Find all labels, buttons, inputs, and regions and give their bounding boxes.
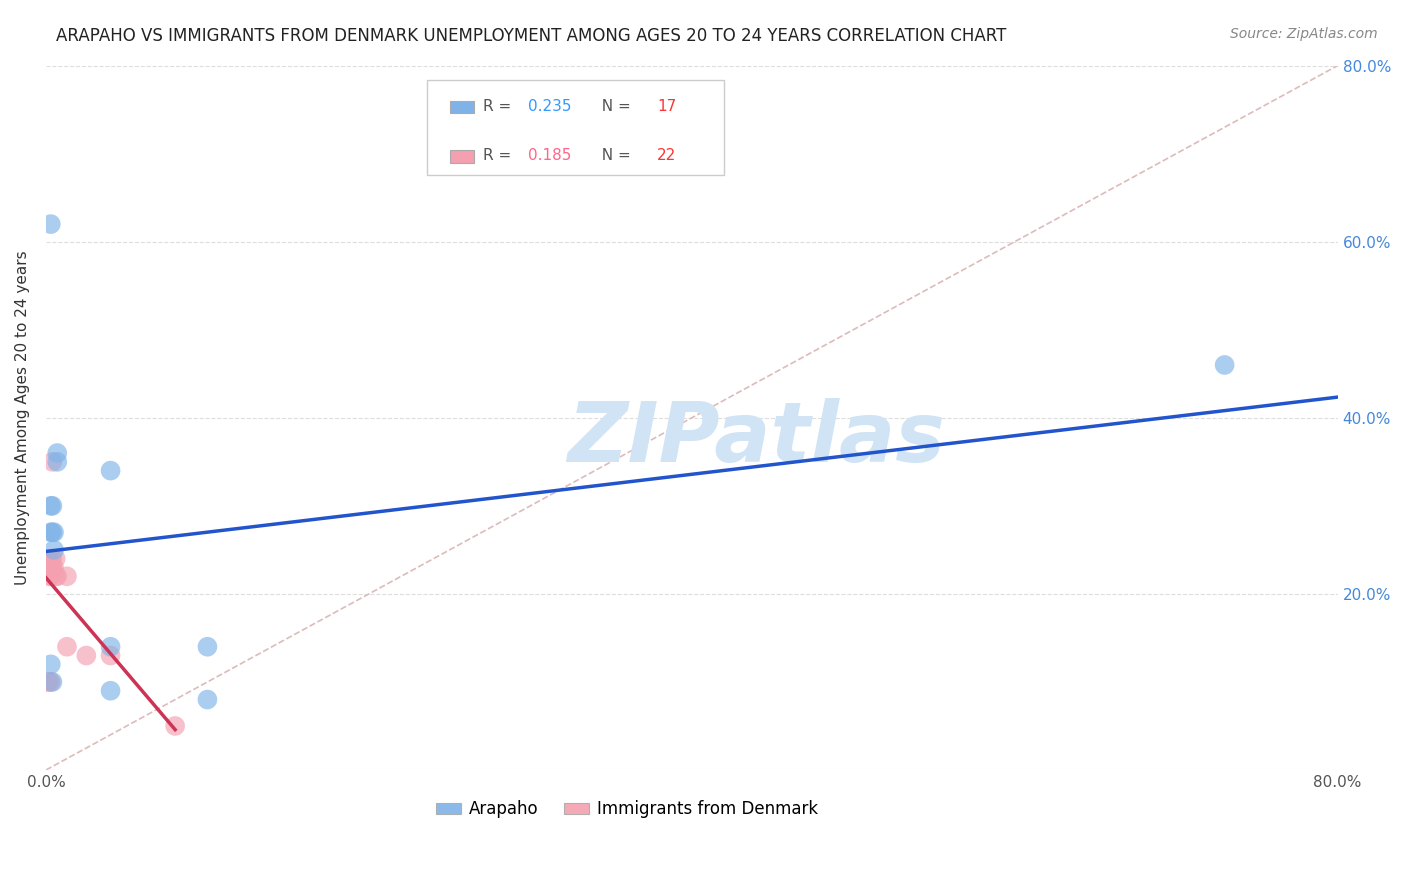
Point <box>100 464 122 478</box>
Point <box>42 542 65 557</box>
Text: 0.185: 0.185 <box>527 148 571 163</box>
Text: 17: 17 <box>657 99 676 114</box>
Text: R =: R = <box>482 148 516 163</box>
Point <box>39 551 62 566</box>
Point <box>45 569 67 583</box>
Point <box>56 569 79 583</box>
Point <box>100 640 122 654</box>
Point <box>38 551 60 566</box>
FancyBboxPatch shape <box>427 79 724 175</box>
Text: N =: N = <box>592 148 636 163</box>
Point <box>197 692 219 706</box>
Text: 0.235: 0.235 <box>527 99 571 114</box>
Point <box>41 551 63 566</box>
Point <box>39 560 62 574</box>
Point <box>56 640 79 654</box>
Text: Source: ZipAtlas.com: Source: ZipAtlas.com <box>1230 27 1378 41</box>
Text: ZIPatlas: ZIPatlas <box>568 399 945 479</box>
Point <box>38 560 60 574</box>
Text: N =: N = <box>592 99 636 114</box>
Point <box>42 560 65 574</box>
Point <box>100 648 122 663</box>
Point <box>197 640 219 654</box>
Point <box>39 217 62 231</box>
Point <box>39 675 62 690</box>
Point <box>45 551 67 566</box>
Y-axis label: Unemployment Among Ages 20 to 24 years: Unemployment Among Ages 20 to 24 years <box>15 251 30 585</box>
Point <box>38 675 60 690</box>
Point <box>37 560 59 574</box>
Point <box>75 648 97 663</box>
Point <box>46 455 69 469</box>
Point <box>41 455 63 469</box>
Point <box>41 499 63 513</box>
Text: R =: R = <box>482 99 516 114</box>
Point <box>41 675 63 690</box>
Point <box>46 446 69 460</box>
FancyBboxPatch shape <box>450 150 474 163</box>
Text: ARAPAHO VS IMMIGRANTS FROM DENMARK UNEMPLOYMENT AMONG AGES 20 TO 24 YEARS CORREL: ARAPAHO VS IMMIGRANTS FROM DENMARK UNEMP… <box>56 27 1007 45</box>
Point <box>165 719 187 733</box>
Point <box>39 525 62 540</box>
Text: 22: 22 <box>657 148 676 163</box>
Point <box>1213 358 1236 372</box>
Point <box>39 657 62 672</box>
Point <box>42 525 65 540</box>
Legend: Arapaho, Immigrants from Denmark: Arapaho, Immigrants from Denmark <box>429 794 825 825</box>
Point <box>41 560 63 574</box>
Point <box>41 525 63 540</box>
Point <box>38 569 60 583</box>
Point <box>37 675 59 690</box>
Point <box>46 569 69 583</box>
Point <box>39 569 62 583</box>
Point <box>39 499 62 513</box>
FancyBboxPatch shape <box>450 101 474 113</box>
Point <box>100 683 122 698</box>
